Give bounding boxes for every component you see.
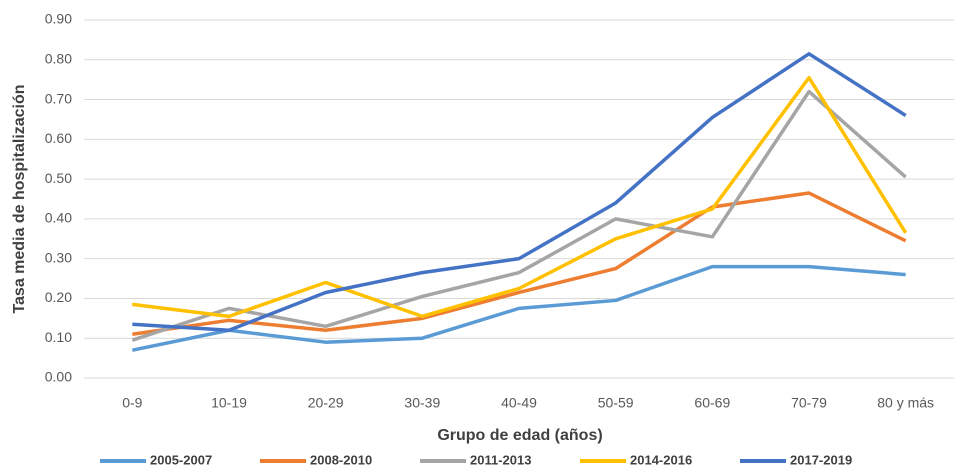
series-line: [131, 89, 907, 342]
x-tick-label: 10-19: [211, 395, 247, 411]
x-tick-label: 0-9: [122, 395, 142, 411]
y-tick-label: 0.00: [45, 369, 72, 385]
y-tick-label: 0.40: [45, 210, 72, 226]
x-tick-label: 50-59: [598, 395, 634, 411]
y-tick-label: 0.60: [45, 130, 72, 146]
y-tick-label: 0.20: [45, 289, 72, 305]
y-tick-label: 0.50: [45, 170, 72, 186]
legend-text: 2017-2019: [790, 452, 852, 467]
series-line: [132, 75, 908, 319]
legend-text: 2011-2013: [470, 452, 531, 467]
y-tick-label: 0.30: [45, 249, 72, 265]
y-tick-label: 0.90: [45, 11, 72, 27]
x-tick-label: 30-39: [404, 395, 440, 411]
y-tick-label: 0.10: [45, 329, 72, 345]
series-line: [131, 264, 906, 352]
legend-text: 2005-2007: [150, 452, 212, 467]
series-line: [132, 191, 907, 336]
y-tick-label: 0.80: [45, 50, 72, 66]
x-tick-label: 40-49: [501, 395, 537, 411]
y-axis-title: Tasa media de hospitalización: [11, 84, 28, 313]
series-line: [132, 52, 907, 333]
x-axis-title: Grupo de edad (años): [437, 427, 602, 444]
legend-text: 2008-2010: [310, 452, 372, 467]
legend-text: 2014-2016: [630, 452, 692, 467]
x-tick-label: 60-69: [694, 395, 730, 411]
x-tick-label: 20-29: [308, 395, 344, 411]
x-tick-label: 70-79: [791, 395, 827, 411]
y-tick-label: 0.70: [45, 90, 72, 106]
x-tick-label: 80 y más: [877, 395, 934, 411]
